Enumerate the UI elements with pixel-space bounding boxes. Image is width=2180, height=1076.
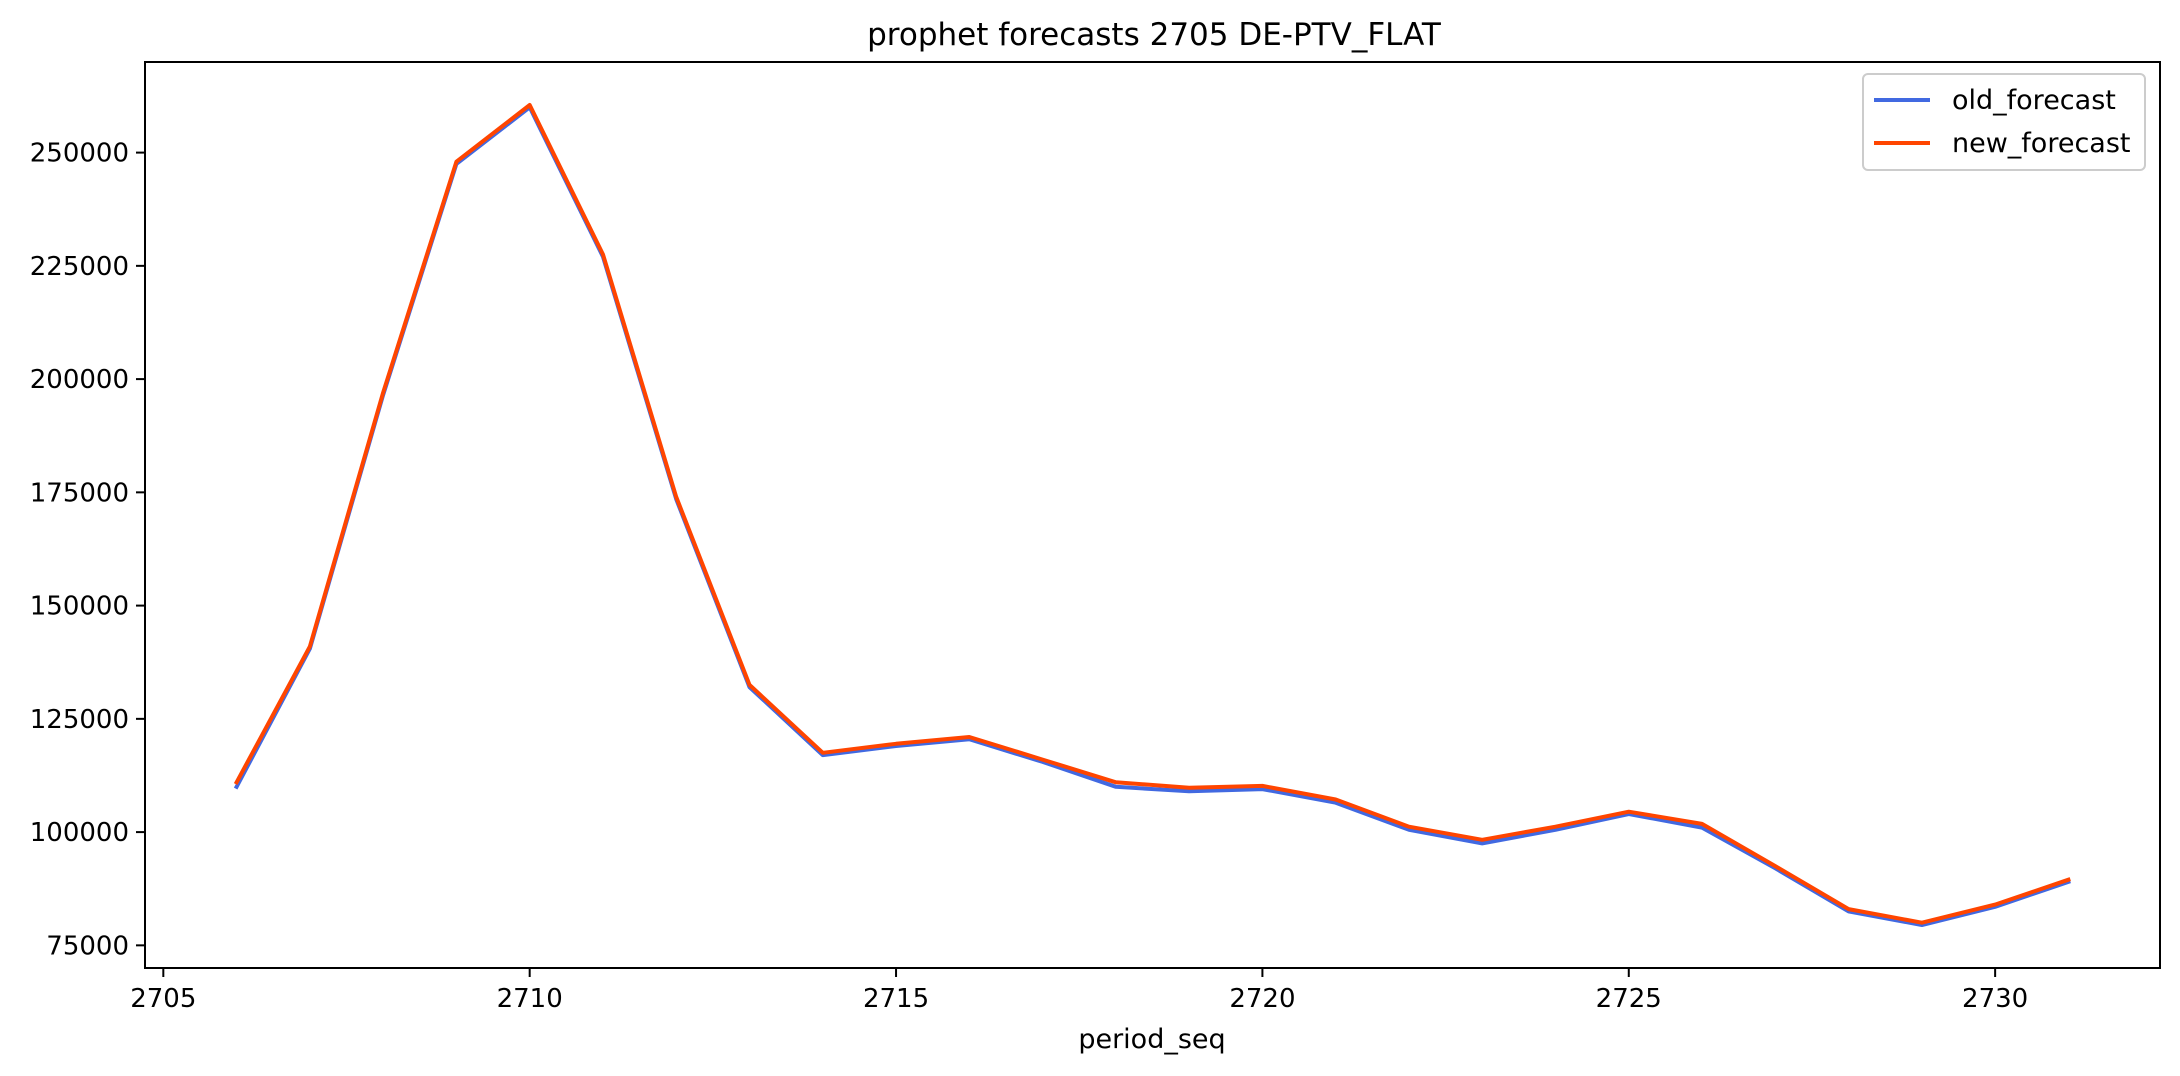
y-tick-label: 200000 bbox=[30, 365, 129, 395]
series-old_forecast bbox=[233, 105, 2071, 927]
data-point bbox=[1334, 798, 1337, 801]
y-axis: 75000 100000 125000 150000 175000 200000 22500… bbox=[30, 139, 145, 961]
data-point bbox=[1701, 826, 1703, 829]
series-line-new_forecast bbox=[233, 103, 2071, 925]
y-tick-label: 150000 bbox=[30, 592, 129, 622]
data-point bbox=[1041, 758, 1044, 761]
data-point bbox=[1774, 865, 1777, 867]
data-point bbox=[309, 645, 311, 648]
data-point bbox=[895, 743, 897, 745]
data-point bbox=[1261, 785, 1264, 787]
data-point bbox=[1334, 801, 1337, 804]
data-point bbox=[1481, 839, 1483, 841]
data-point bbox=[1994, 903, 1996, 906]
data-point bbox=[822, 752, 824, 754]
data-point bbox=[1188, 790, 1190, 793]
x-tick-label: 2725 bbox=[1596, 984, 1662, 1014]
data-point bbox=[1115, 786, 1117, 788]
series-line-old_forecast bbox=[233, 105, 2071, 927]
data-point bbox=[2067, 878, 2070, 881]
data-point bbox=[748, 684, 751, 686]
data-point bbox=[1847, 908, 1850, 910]
data-point bbox=[235, 786, 238, 788]
data-point bbox=[602, 253, 604, 256]
legend-frame bbox=[1862, 73, 2146, 171]
legend: old_forecast new_forecast bbox=[1862, 73, 2146, 171]
data-point bbox=[1701, 823, 1703, 825]
x-tick-label: 2705 bbox=[130, 984, 196, 1014]
legend-label-new_forecast: new_forecast bbox=[1952, 128, 2131, 159]
data-point bbox=[455, 160, 458, 163]
series-layer bbox=[233, 103, 2071, 927]
y-tick-label: 250000 bbox=[30, 139, 129, 169]
data-point bbox=[235, 781, 238, 784]
data-point bbox=[968, 736, 971, 738]
data-point bbox=[1408, 829, 1410, 831]
data-point bbox=[1261, 788, 1264, 790]
x-tick-label: 2720 bbox=[1229, 984, 1295, 1014]
chart-title: prophet forecasts 2705 DE-PTV_FLAT bbox=[867, 17, 1442, 53]
y-tick-label: 100000 bbox=[30, 818, 129, 848]
data-point bbox=[1115, 781, 1117, 784]
plot-area-frame bbox=[144, 61, 2161, 969]
data-point bbox=[1921, 921, 1923, 924]
x-axis-label: period_seq bbox=[1078, 1024, 1225, 1055]
x-axis: 2705 2710 2715 2720 2725 2730 bbox=[130, 968, 2028, 1014]
data-point bbox=[1408, 825, 1410, 828]
series-new_forecast bbox=[233, 103, 2071, 925]
x-tick-label: 2710 bbox=[497, 984, 563, 1014]
data-point bbox=[675, 496, 677, 498]
data-point bbox=[1481, 842, 1483, 845]
data-point bbox=[1188, 786, 1190, 789]
y-tick-label: 125000 bbox=[30, 705, 129, 735]
x-tick-label: 2730 bbox=[1962, 984, 2028, 1014]
data-point bbox=[1554, 825, 1557, 828]
legend-label-old_forecast: old_forecast bbox=[1952, 85, 2116, 116]
x-tick-label: 2715 bbox=[863, 984, 929, 1014]
data-point bbox=[1554, 829, 1557, 831]
y-tick-label: 175000 bbox=[30, 478, 129, 508]
data-point bbox=[1628, 810, 1630, 813]
data-point bbox=[528, 104, 531, 106]
y-tick-label: 75000 bbox=[46, 931, 129, 961]
y-tick-label: 225000 bbox=[30, 252, 129, 282]
data-point bbox=[382, 391, 384, 394]
